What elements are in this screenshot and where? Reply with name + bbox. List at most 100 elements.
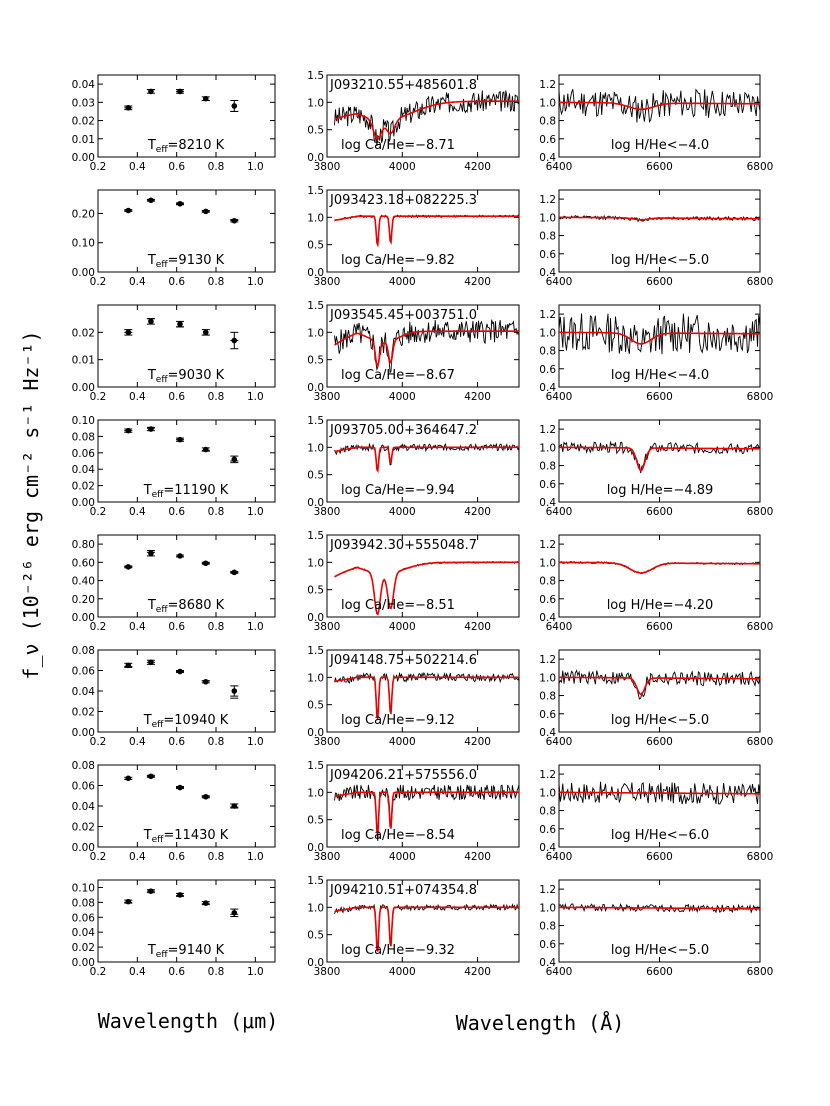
x-tick-label: 4200 [464, 851, 491, 863]
y-tick-label: 0.60 [72, 557, 95, 569]
object-name: J093705.00+364647.2 [329, 423, 477, 438]
x-tick-label: 0.2 [90, 621, 107, 633]
x-tick-label: 0.4 [129, 506, 146, 518]
y-tick-label: 1.5 [307, 645, 324, 657]
halpha-spectrum-panel: 6400 6600 6800 0.4 0.6 0.8 1.0 1.2 log H/He<−4.0 [539, 304, 773, 403]
axes-frame [97, 534, 276, 618]
x-tick-label: 0.4 [129, 391, 146, 403]
x-tick-label: 0.8 [208, 736, 225, 748]
halpha-spectrum-panel: 6400 6600 6800 0.4 0.6 0.8 1.0 1.2 log H/He=−4.8… [539, 419, 773, 518]
observed-flux-point [177, 892, 183, 898]
x-tick-label: 0.2 [90, 736, 107, 748]
observed-flux-point [125, 564, 132, 570]
y-tick-label: 1.5 [307, 300, 324, 312]
observed-spectrum [558, 313, 761, 355]
y-tick-label: 1.5 [307, 530, 324, 542]
x-tick-label: 0.6 [168, 506, 185, 518]
calcium-abundance-label: log Ca/He=−8.51 [341, 598, 455, 613]
y-tick-label: 1.0 [307, 672, 324, 684]
x-tick-label: 1.0 [247, 506, 264, 518]
observed-flux-point [231, 569, 238, 576]
y-tick-label: 0.4 [539, 842, 556, 854]
halpha-spectrum-panel: 6400 6600 6800 0.4 0.6 0.8 1.0 1.2 log H/He<−5.0 [539, 189, 773, 288]
observed-flux-point [177, 321, 183, 327]
x-tick-label: 6600 [646, 506, 673, 518]
observed-flux-point [202, 560, 209, 567]
y-tick-label: 1.5 [307, 185, 324, 197]
y-tick-label: 0.6 [539, 594, 556, 606]
y-tick-label: 0.8 [539, 461, 556, 473]
caii-spectrum-panel: 3800 4000 4200 0.0 0.5 1.0 1.5 J093942.30+55504… [307, 530, 520, 633]
x-tick-label: 0.8 [208, 391, 225, 403]
y-tick-label: 0.04 [72, 801, 96, 813]
teff-label: Teff=9030 K [147, 368, 225, 385]
observed-flux-point [231, 456, 238, 463]
photometry-panel: 0.2 0.4 0.6 0.8 1.0 0.00 0.02 0.04 0.06 0.08 0.10 T… [72, 415, 276, 518]
photometry-panel: 0.2 0.4 0.6 0.8 1.0 0.00 0.02 0.04 0.06 0.08 Teff=… [72, 645, 276, 748]
x-tick-label: 0.6 [168, 966, 185, 978]
x-tick-label: 6600 [646, 851, 673, 863]
observed-flux-point [202, 208, 209, 215]
x-tick-label: 0.8 [208, 161, 225, 173]
x-tick-label: 6800 [747, 851, 774, 863]
y-tick-label: 0.04 [72, 927, 96, 939]
halpha-spectrum-panel: 6400 6600 6800 0.4 0.6 0.8 1.0 1.2 log H/He<−5.0 [539, 879, 773, 978]
observed-spectrum [334, 442, 520, 471]
object-name: J093545.45+003751.0 [329, 308, 477, 323]
y-tick-label: 1.2 [539, 539, 556, 551]
y-tick-label: 1.0 [307, 442, 324, 454]
y-tick-label: 0.00 [72, 152, 95, 164]
y-tick-label: 0.0 [307, 382, 324, 394]
y-tick-label: 0.8 [539, 116, 556, 128]
x-tick-label: 4000 [389, 966, 416, 978]
y-tick-label: 1.0 [539, 97, 556, 109]
model-spectrum [559, 216, 760, 221]
model-spectrum [559, 101, 760, 111]
x-tick-label: 0.6 [168, 276, 185, 288]
y-tick-label: 0.20 [72, 208, 95, 220]
observed-flux-point [177, 436, 183, 443]
observed-flux-point [125, 662, 132, 669]
y-tick-label: 1.2 [539, 424, 556, 436]
y-tick-label: 0.4 [539, 497, 556, 509]
observed-flux-point [148, 659, 154, 666]
object-name: J093423.18+082225.3 [329, 193, 477, 208]
observed-spectrum [558, 669, 761, 700]
y-tick-label: 0.0 [307, 612, 324, 624]
axes-frame [97, 189, 276, 273]
x-tick-label: 0.8 [208, 851, 225, 863]
y-tick-label: 0.4 [539, 727, 556, 739]
x-tick-label: 0.4 [129, 966, 146, 978]
y-tick-label: 1.0 [539, 787, 556, 799]
observed-flux-point [202, 329, 209, 336]
observed-flux-point [148, 773, 154, 780]
hydrogen-abundance-label: log H/He<−4.0 [611, 138, 709, 153]
observed-flux-point [231, 803, 238, 809]
model-spectrum [334, 561, 519, 616]
x-tick-label: 4000 [389, 391, 416, 403]
photometry-panel: 0.2 0.4 0.6 0.8 1.0 0.00 0.01 0.02 Teff=9030 K [72, 304, 276, 403]
model-spectrum [559, 561, 760, 574]
y-tick-label: 1.5 [307, 760, 324, 772]
y-tick-label: 0.5 [307, 930, 324, 942]
star-row-5: 0.2 0.4 0.6 0.8 1.0 0.00 0.20 0.40 0.60 0.80 Teff=… [72, 530, 774, 633]
object-name: J094148.75+502214.6 [329, 653, 477, 668]
object-name: J094210.51+074354.8 [329, 883, 477, 898]
observed-spectrum [334, 671, 520, 718]
hydrogen-abundance-label: log H/He=−4.89 [607, 483, 714, 498]
y-tick-label: 1.5 [307, 70, 324, 82]
y-tick-label: 0.6 [539, 249, 556, 261]
y-tick-label: 1.2 [539, 79, 556, 91]
hydrogen-abundance-label: log H/He=−4.20 [607, 598, 714, 613]
y-tick-label: 1.0 [539, 212, 556, 224]
x-tick-label: 0.2 [90, 391, 107, 403]
photometry-panel: 0.2 0.4 0.6 0.8 1.0 0.00 0.02 0.04 0.06 0.08 Teff=… [72, 760, 276, 863]
y-tick-label: 1.5 [307, 875, 324, 887]
y-tick-label: 0.00 [72, 497, 95, 509]
axes-frame [326, 189, 520, 273]
star-row-7: 0.2 0.4 0.6 0.8 1.0 0.00 0.02 0.04 0.06 0.08 Teff=… [72, 760, 774, 863]
y-tick-label: 0.06 [72, 781, 96, 793]
y-tick-label: 0.01 [72, 355, 95, 367]
halpha-spectrum-panel: 6400 6600 6800 0.4 0.6 0.8 1.0 1.2 log H/He<−4.0 [539, 74, 773, 173]
